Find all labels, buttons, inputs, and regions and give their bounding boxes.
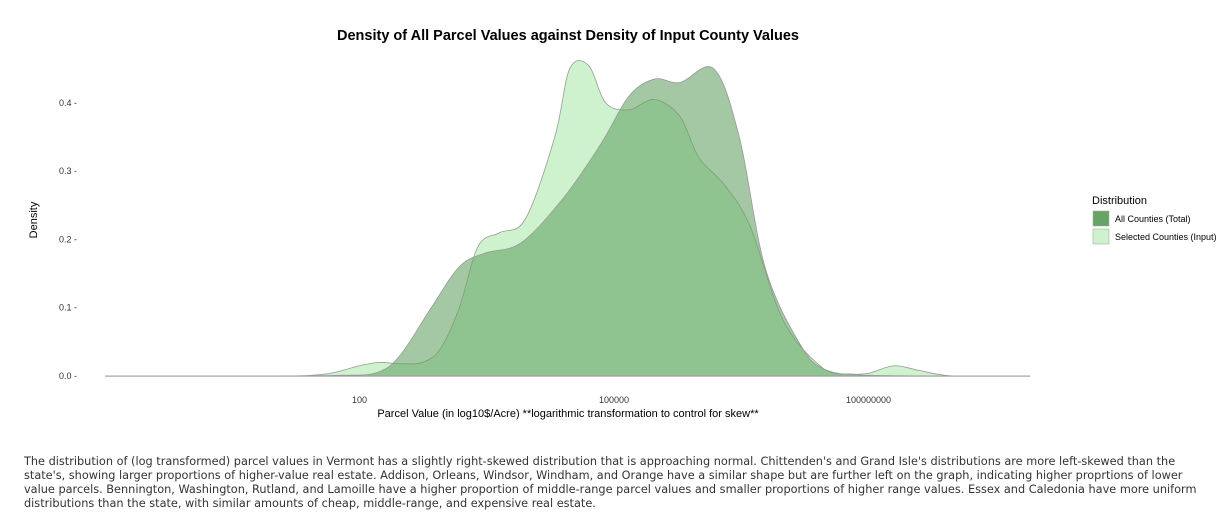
series-layer bbox=[105, 60, 1030, 377]
density-chart: Density of All Parcel Values against Den… bbox=[28, 28, 1217, 420]
y-tick-label: 0.4 - bbox=[59, 98, 77, 108]
y-tick-label: 0.3 - bbox=[59, 166, 77, 176]
x-axis-ticks: 100 100000 100000000 bbox=[352, 395, 891, 405]
x-tick-label: 100000 bbox=[599, 395, 629, 405]
y-tick-label: 0.1 - bbox=[59, 303, 77, 313]
chart-caption: The distribution of (log transformed) pa… bbox=[24, 455, 1197, 510]
density-area-all-counties bbox=[105, 66, 1030, 377]
legend-title: Distribution bbox=[1092, 195, 1147, 207]
y-axis-label: Density bbox=[28, 201, 40, 238]
legend-swatch-selected-counties bbox=[1092, 228, 1110, 245]
x-axis-label: Parcel Value (in log10$/Acre) **logarith… bbox=[377, 408, 759, 420]
y-axis-ticks: 0.0 - 0.1 - 0.2 - 0.3 - 0.4 - bbox=[59, 98, 77, 381]
y-tick-label: 0.0 - bbox=[59, 371, 77, 381]
chart-title: Density of All Parcel Values against Den… bbox=[337, 28, 799, 44]
x-tick-label: 100 bbox=[352, 395, 367, 405]
x-tick-label: 100000000 bbox=[846, 395, 891, 405]
y-tick-label: 0.2 - bbox=[59, 234, 77, 244]
legend: Distribution All Counties (Total) Select… bbox=[1092, 195, 1217, 245]
legend-label-selected-counties: Selected Counties (Input) bbox=[1115, 232, 1217, 242]
legend-label-all-counties: All Counties (Total) bbox=[1115, 214, 1191, 224]
legend-swatch-all-counties bbox=[1092, 210, 1110, 227]
